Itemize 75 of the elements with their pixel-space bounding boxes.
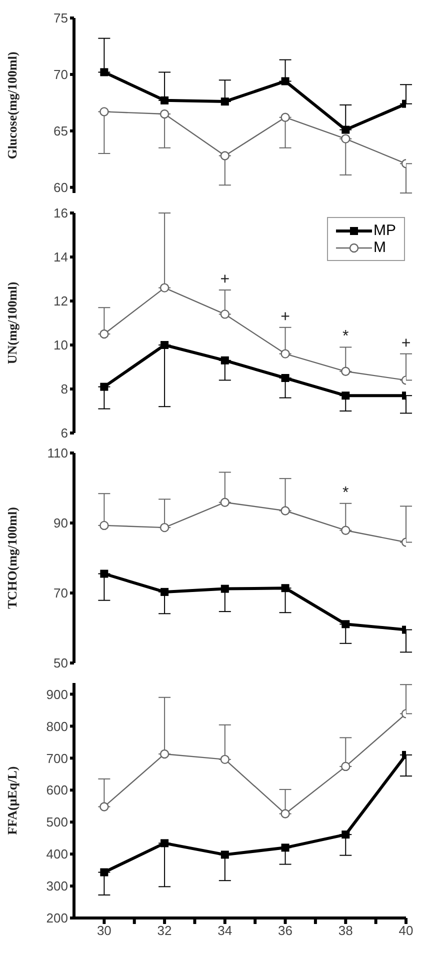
y-tick-label: 400: [46, 846, 68, 862]
x-tick-label: 30: [96, 923, 112, 938]
annotation: *: [342, 328, 349, 346]
point: [100, 382, 108, 391]
point: [280, 506, 290, 516]
y-tick-label: 600: [46, 782, 68, 798]
y-tick-label: 500: [46, 814, 68, 830]
y-tick-label: 65: [54, 124, 68, 139]
point: [281, 584, 290, 592]
y-tick-label: 6: [60, 426, 68, 441]
x-tick-label: 38: [338, 923, 353, 938]
point: [220, 850, 229, 859]
point: [341, 526, 350, 535]
point: [280, 809, 290, 818]
point: [220, 584, 229, 593]
y-tick-label: 200: [46, 910, 68, 926]
point: [281, 77, 290, 86]
point: [342, 620, 350, 628]
x-tick-label: 40: [398, 923, 414, 938]
point: [160, 522, 170, 532]
y-tick-label: 10: [54, 338, 68, 353]
y-tick-label: 300: [46, 878, 68, 894]
annotation: +: [401, 334, 411, 352]
point: [220, 98, 229, 106]
point: [342, 126, 350, 134]
point: [100, 868, 108, 876]
point: [220, 310, 230, 319]
point: [341, 366, 350, 376]
point: [160, 749, 170, 759]
point: [160, 283, 170, 292]
point: [160, 588, 169, 596]
point: [220, 498, 230, 507]
y-tick-label: 50: [54, 656, 68, 671]
x-tick-label: 32: [157, 923, 172, 938]
point: [160, 341, 169, 349]
y-tick-label: 70: [54, 67, 68, 82]
annotation: +: [280, 308, 290, 326]
point: [100, 329, 109, 339]
y-tick-label: 700: [46, 750, 68, 766]
legend-label: M: [374, 239, 386, 256]
point: [100, 68, 108, 76]
point: [100, 107, 109, 116]
point: [281, 844, 290, 852]
x-tick-label: 34: [218, 923, 232, 938]
point: [160, 96, 169, 104]
y-tick-label: 75: [54, 10, 68, 26]
y-tick-label: 110: [47, 446, 68, 461]
point: [100, 520, 109, 530]
point: [160, 839, 169, 848]
annotation: +: [220, 271, 230, 288]
point: [342, 392, 350, 400]
point: [281, 374, 290, 382]
y-tick-label: 12: [54, 294, 68, 309]
y-tick-label: 900: [46, 686, 68, 702]
y-tick-label: 8: [60, 382, 68, 397]
point: [280, 112, 290, 122]
point: [220, 356, 229, 364]
point: [100, 802, 109, 812]
annotation: *: [342, 484, 349, 502]
y-tick-label: 60: [54, 180, 68, 195]
legend-label: MP: [374, 222, 396, 239]
y-tick-label: 800: [46, 718, 68, 734]
point: [280, 349, 290, 358]
point: [220, 754, 230, 764]
point: [341, 762, 350, 772]
point: [342, 830, 350, 839]
point: [100, 570, 108, 578]
y-tick-label: 90: [54, 516, 68, 531]
point: [341, 134, 350, 144]
y-tick-label: 70: [54, 586, 68, 601]
point: [220, 151, 230, 160]
x-tick-label: 36: [278, 923, 293, 938]
y-tick-label: 16: [54, 206, 68, 221]
point: [160, 109, 170, 119]
y-tick-label: 14: [54, 250, 68, 265]
